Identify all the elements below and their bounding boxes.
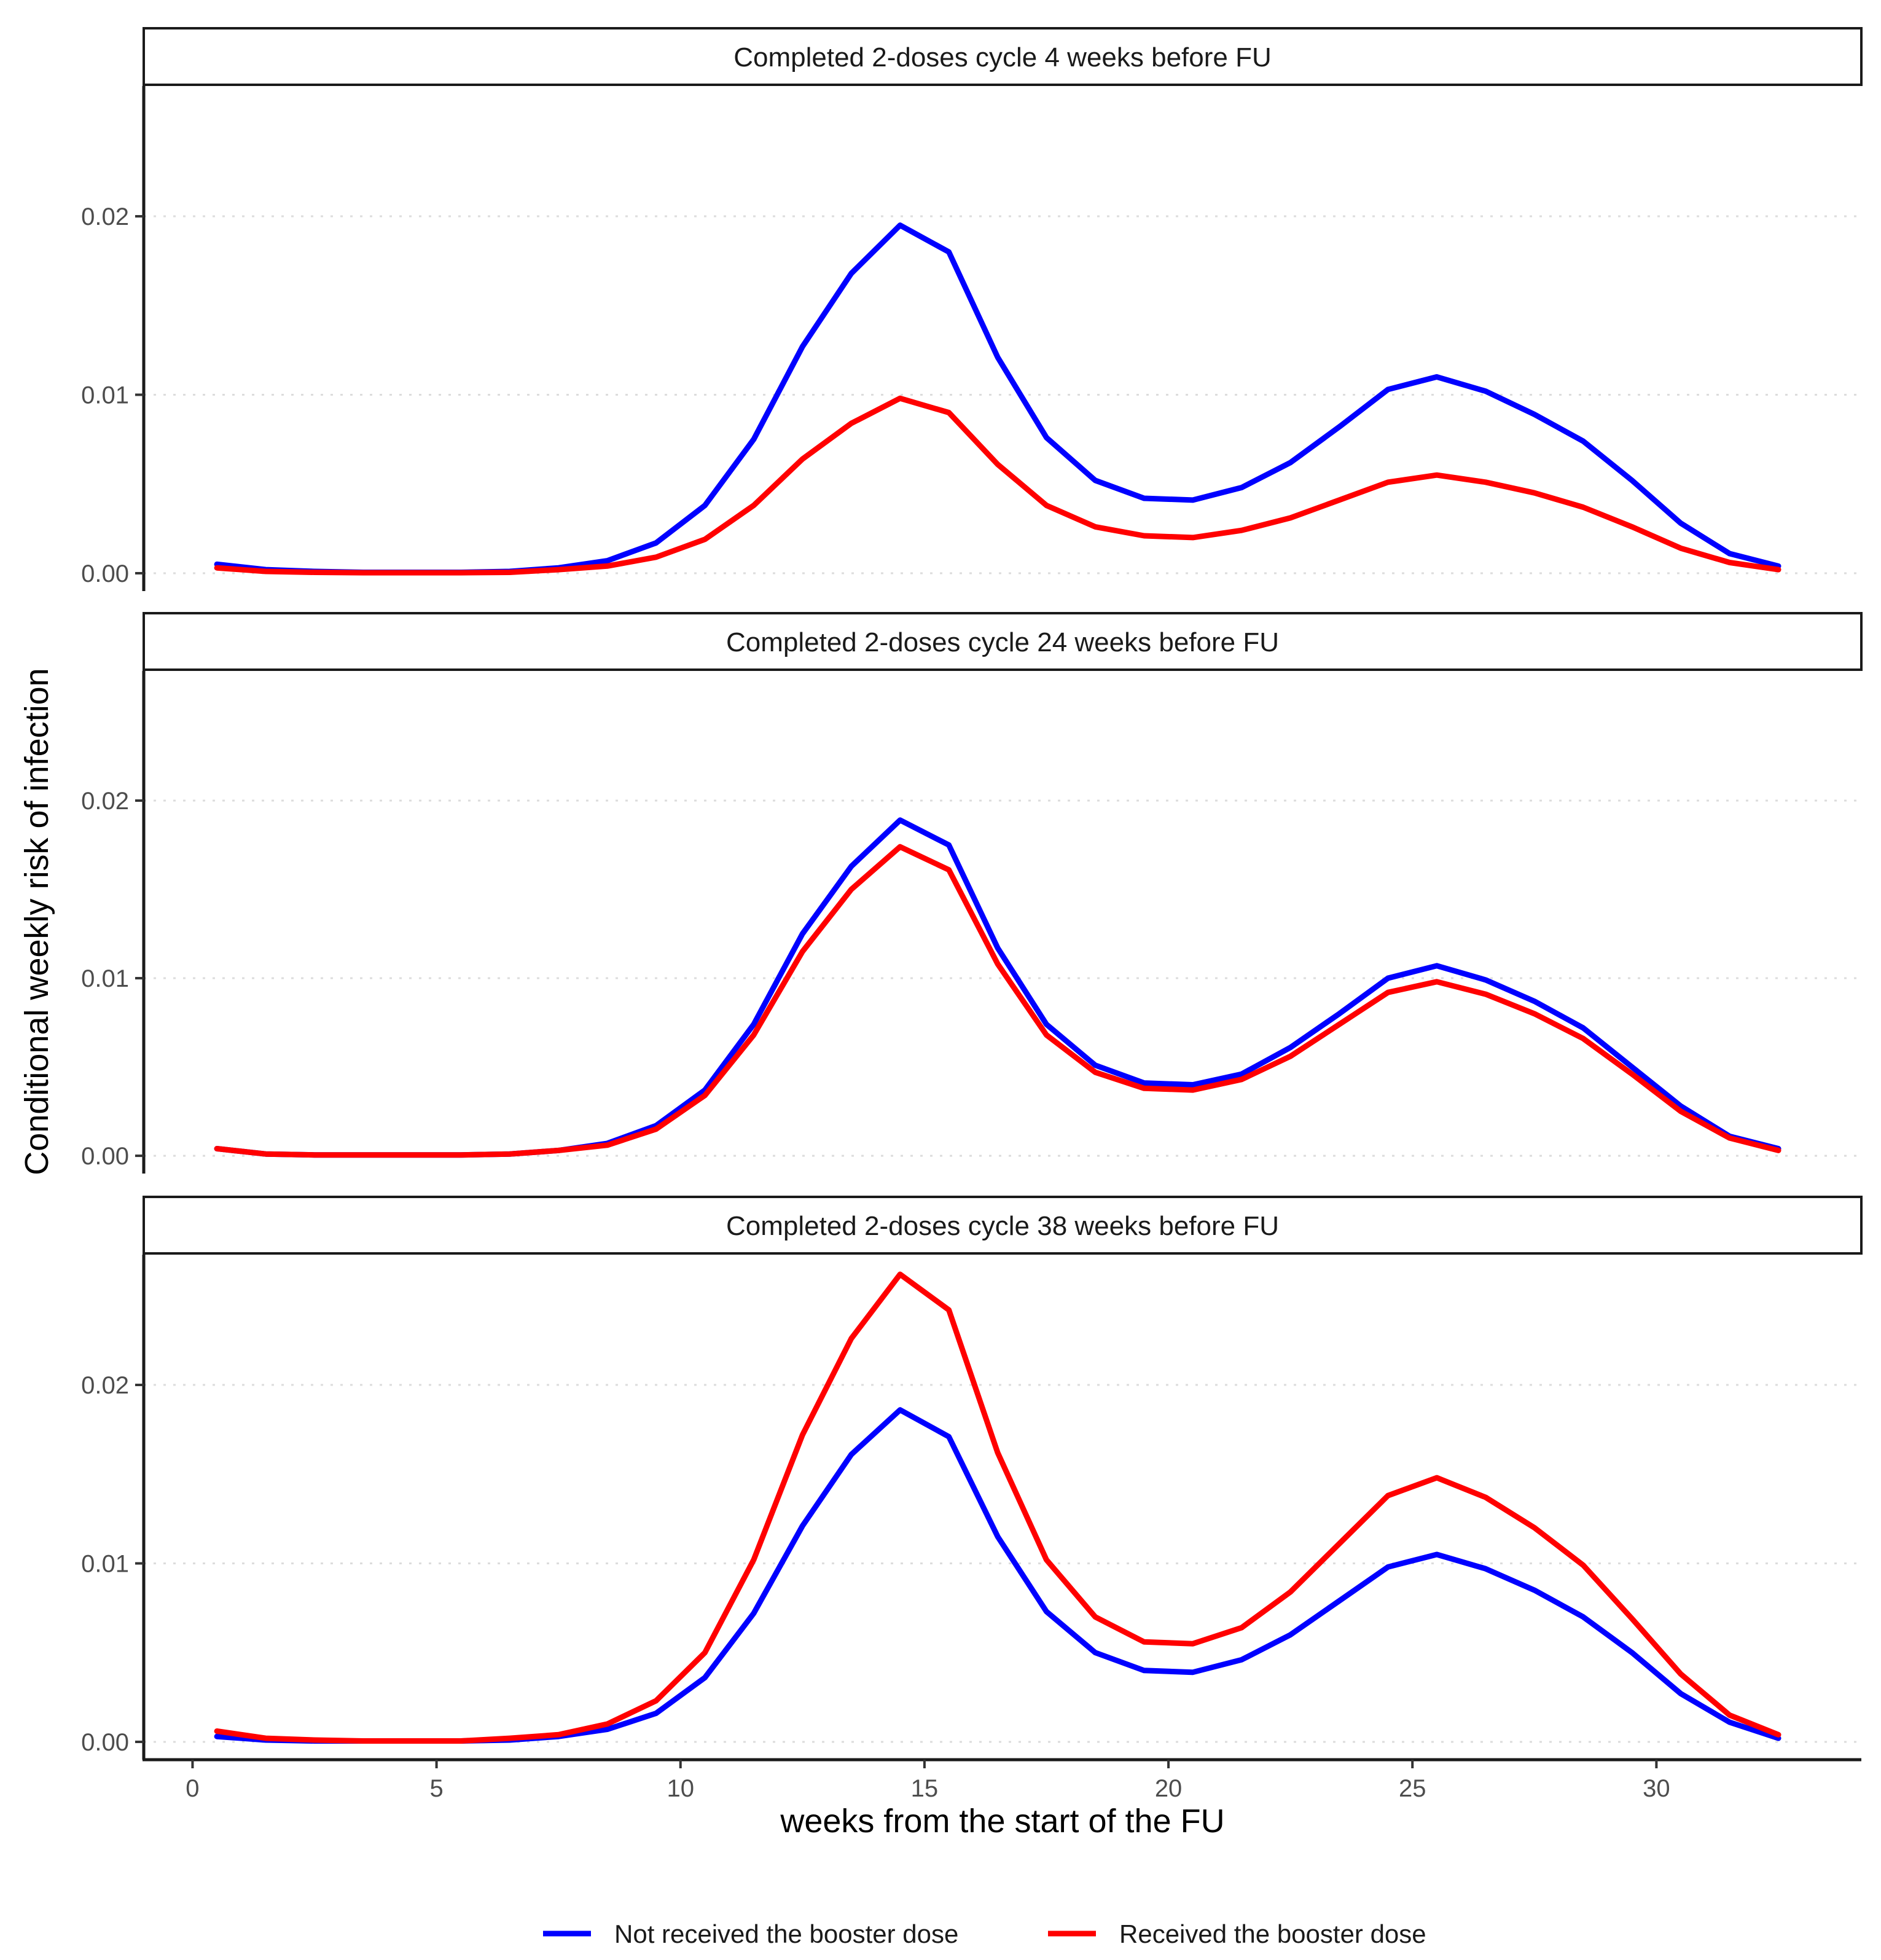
- x-axis-title: weeks from the start of the FU: [780, 1803, 1224, 1840]
- panel-3-y-ticks: 0.00 0.01 0.02: [81, 1372, 144, 1756]
- y-tick-label-1: 0.01: [81, 965, 129, 992]
- x-ticks: 0 5 10 15 20 25 30: [186, 1760, 1670, 1802]
- panel-1-y-ticks: 0.00 0.01 0.02: [81, 203, 144, 587]
- panel-3: Completed 2-doses cycle 38 weeks before …: [81, 1196, 1863, 1802]
- y-tick-label-2: 0.02: [81, 203, 129, 230]
- panel-1-title: Completed 2-doses cycle 4 weeks before F…: [733, 42, 1272, 73]
- series-line-received: [214, 844, 1781, 1158]
- x-tick-label-4: 20: [1155, 1775, 1183, 1802]
- y-tick-label-0: 0.00: [81, 1729, 129, 1756]
- legend-label-received: Received the booster dose: [1119, 1919, 1426, 1948]
- panel-3-series: [214, 1271, 1781, 1744]
- legend: Not received the booster dose Received t…: [543, 1919, 1426, 1948]
- y-axis-title: Conditional weekly risk of infection: [18, 668, 55, 1175]
- x-tick-label-3: 15: [911, 1775, 939, 1802]
- panel-1-series: [214, 222, 1781, 576]
- x-tick-label-5: 25: [1399, 1775, 1426, 1802]
- panel-2-title: Completed 2-doses cycle 24 weeks before …: [726, 627, 1279, 657]
- x-tick-label-6: 30: [1643, 1775, 1670, 1802]
- series-line-received: [214, 1271, 1781, 1744]
- y-tick-label-0: 0.00: [81, 1143, 129, 1170]
- panel-3-title: Completed 2-doses cycle 38 weeks before …: [726, 1211, 1279, 1241]
- panel-1: Completed 2-doses cycle 4 weeks before F…: [81, 27, 1863, 591]
- y-tick-label-0: 0.00: [81, 560, 129, 587]
- y-tick-label-2: 0.02: [81, 1372, 129, 1399]
- panel-2-y-ticks: 0.00 0.01 0.02: [81, 788, 144, 1170]
- panel-1-strip: [143, 27, 1863, 86]
- series-line-received: [214, 395, 1781, 576]
- x-tick-label-1: 5: [429, 1775, 443, 1802]
- y-tick-label-2: 0.02: [81, 788, 129, 815]
- panel-3-strip: [143, 1196, 1863, 1255]
- panel-2: Completed 2-doses cycle 24 weeks before …: [81, 612, 1863, 1174]
- y-tick-label-1: 0.01: [81, 382, 129, 409]
- x-tick-label-2: 10: [667, 1775, 695, 1802]
- legend-label-not-received: Not received the booster dose: [614, 1919, 958, 1948]
- panel-2-strip: [143, 612, 1863, 671]
- x-tick-label-0: 0: [186, 1775, 199, 1802]
- panel-2-series: [214, 817, 1781, 1158]
- y-tick-label-1: 0.01: [81, 1550, 129, 1577]
